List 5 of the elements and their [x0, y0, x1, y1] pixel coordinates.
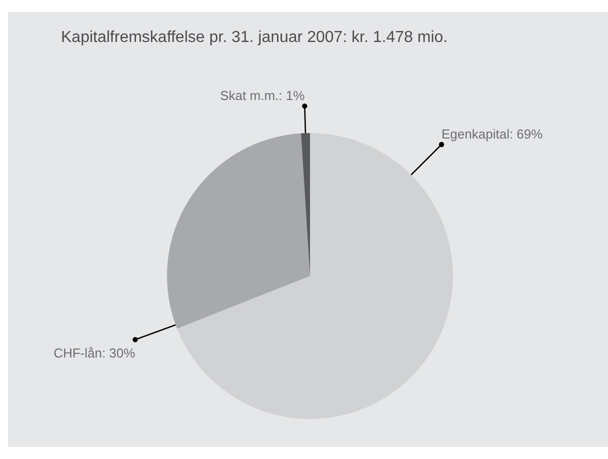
chart-title: Kapitalfremskaffelse pr. 31. januar 2007: kr. 1.478 mio.	[61, 29, 448, 47]
pie-slice	[167, 133, 310, 329]
slice-label: Skat m.m.: 1%	[220, 88, 306, 104]
slice-label: Egenkapital: 69%	[442, 126, 544, 142]
slice-label: CHF-lån: 30%	[54, 346, 136, 361]
